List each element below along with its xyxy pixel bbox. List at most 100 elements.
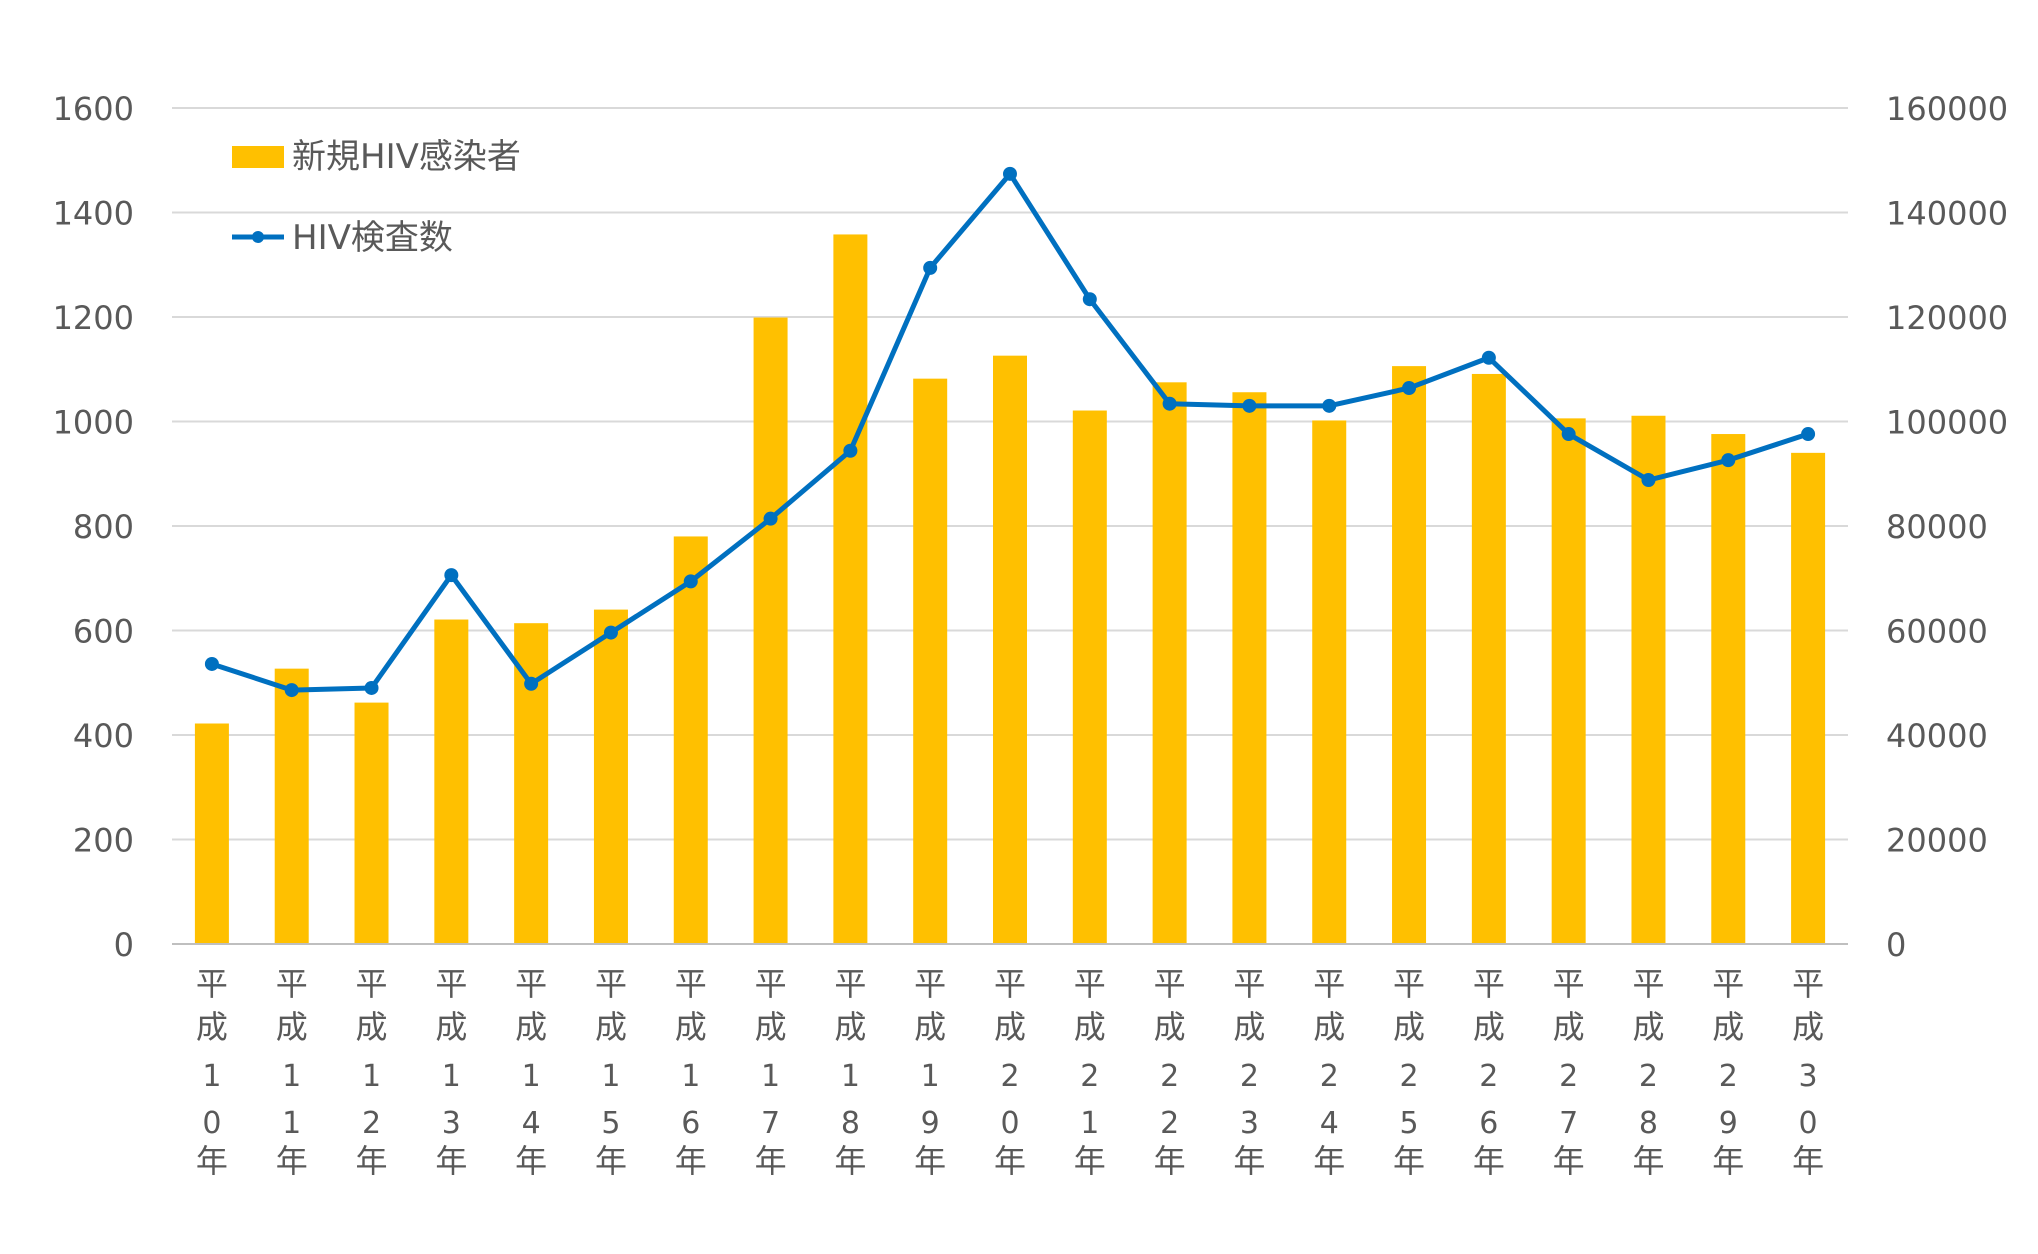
line-point <box>683 574 698 589</box>
x-tick-label: 平成 2 5年 <box>1393 965 1425 1180</box>
x-tick-char: 平 <box>276 965 308 1003</box>
line-point <box>1801 427 1816 442</box>
x-tick-label: 平成 2 8年 <box>1632 965 1664 1180</box>
x-tick-char: 年 <box>1792 1142 1824 1180</box>
x-tick-char: 平 <box>515 965 547 1003</box>
line-point <box>1481 350 1496 365</box>
line-point <box>1402 381 1417 396</box>
bar <box>1551 418 1586 944</box>
x-tick-char: 1 <box>522 1059 541 1094</box>
x-tick-label: 平成 1 7年 <box>755 965 787 1180</box>
bar <box>753 317 788 945</box>
x-tick-char: 6 <box>681 1106 700 1141</box>
x-tick-char: 成 <box>435 1008 467 1046</box>
x-tick-char: 7 <box>1559 1106 1578 1141</box>
x-tick-char: 3 <box>1240 1106 1259 1141</box>
x-tick-char: 年 <box>675 1142 707 1180</box>
line-point <box>284 683 299 698</box>
x-tick-char: 年 <box>1393 1142 1425 1180</box>
line-point <box>1082 292 1097 307</box>
x-tick-char: 2 <box>1400 1059 1419 1094</box>
bar <box>1072 410 1107 945</box>
x-tick-char: 成 <box>994 1008 1026 1046</box>
y2-tick-label: 160000 <box>1886 90 2008 128</box>
x-tick-label: 平成 2 0年 <box>994 965 1026 1180</box>
y-tick-label: 1600 <box>53 90 134 128</box>
x-tick-label: 平成 1 8年 <box>834 965 866 1180</box>
y-tick-label: 400 <box>73 717 134 755</box>
bar <box>833 234 868 944</box>
bar <box>1791 452 1826 944</box>
x-tick-char: 2 <box>1160 1059 1179 1094</box>
x-tick-char: 9 <box>1719 1106 1738 1141</box>
x-tick-label: 平成 2 7年 <box>1553 965 1585 1180</box>
x-tick-char: 年 <box>595 1142 627 1180</box>
x-tick-char: 4 <box>1320 1106 1339 1141</box>
x-tick-char: 成 <box>1632 1008 1664 1046</box>
line-point <box>763 511 778 526</box>
x-tick-char: 4 <box>522 1106 541 1141</box>
x-tick-char: 年 <box>1313 1142 1345 1180</box>
bar <box>1152 382 1187 944</box>
x-tick-char: 平 <box>1792 965 1824 1003</box>
x-tick-char: 2 <box>1160 1106 1179 1141</box>
legend-line-marker <box>252 231 264 243</box>
x-tick-char: 年 <box>1553 1142 1585 1180</box>
line-point <box>1721 453 1736 468</box>
x-tick-label: 平成 1 0年 <box>196 965 228 1180</box>
x-tick-char: 平 <box>435 965 467 1003</box>
legend-bar-label: 新規HIV感染者 <box>292 137 521 177</box>
x-tick-char: 成 <box>834 1008 866 1046</box>
y-tick-label: 1200 <box>53 299 134 337</box>
x-tick-char: 年 <box>196 1142 228 1180</box>
x-tick-label: 平成 2 1年 <box>1074 965 1106 1180</box>
y-tick-label: 0 <box>114 926 134 964</box>
x-tick-char: 年 <box>515 1142 547 1180</box>
x-tick-label: 平成 2 9年 <box>1712 965 1744 1180</box>
legend-bar-swatch <box>232 146 284 168</box>
x-tick-label: 平成 2 6年 <box>1473 965 1505 1180</box>
x-tick-char: 年 <box>994 1142 1026 1180</box>
x-tick-char: 成 <box>1473 1008 1505 1046</box>
x-tick-char: 成 <box>1313 1008 1345 1046</box>
x-tick-char: 平 <box>356 965 388 1003</box>
x-tick-char: 1 <box>921 1059 940 1094</box>
bar <box>1631 415 1666 944</box>
x-tick-char: 1 <box>1080 1106 1099 1141</box>
line-point <box>524 676 539 691</box>
x-tick-char: 5 <box>1400 1106 1419 1141</box>
line-point <box>923 260 938 275</box>
x-tick-label: 平成 1 2年 <box>356 965 388 1180</box>
x-tick-label: 平成 1 4年 <box>515 965 547 1180</box>
y2-tick-label: 60000 <box>1886 613 1988 651</box>
x-tick-char: 2 <box>1240 1059 1259 1094</box>
line-point <box>364 680 379 695</box>
x-tick-char: 平 <box>1473 965 1505 1003</box>
x-tick-label: 平成 1 3年 <box>435 965 467 1180</box>
x-tick-char: 成 <box>276 1008 308 1046</box>
x-tick-char: 平 <box>1632 965 1664 1003</box>
x-tick-char: 成 <box>1154 1008 1186 1046</box>
legend: 新規HIV感染者 HIV検査数 <box>232 137 521 258</box>
x-tick-char: 年 <box>356 1142 388 1180</box>
x-tick-char: 2 <box>1080 1059 1099 1094</box>
bar <box>274 668 309 944</box>
y2-tick-label: 40000 <box>1886 717 1988 755</box>
x-tick-char: 2 <box>1559 1059 1578 1094</box>
x-tick-char: 成 <box>914 1008 946 1046</box>
bar-series <box>194 234 1826 945</box>
bar <box>1232 392 1267 944</box>
x-tick-char: 成 <box>1233 1008 1265 1046</box>
x-tick-char: 1 <box>202 1059 221 1094</box>
bar <box>913 378 948 944</box>
x-tick-char: 年 <box>1473 1142 1505 1180</box>
x-tick-char: 年 <box>1154 1142 1186 1180</box>
x-tick-char: 年 <box>276 1142 308 1180</box>
x-tick-char: 1 <box>442 1059 461 1094</box>
x-tick-char: 3 <box>1799 1059 1818 1094</box>
x-tick-char: 成 <box>196 1008 228 1046</box>
x-tick-char: 成 <box>675 1008 707 1046</box>
